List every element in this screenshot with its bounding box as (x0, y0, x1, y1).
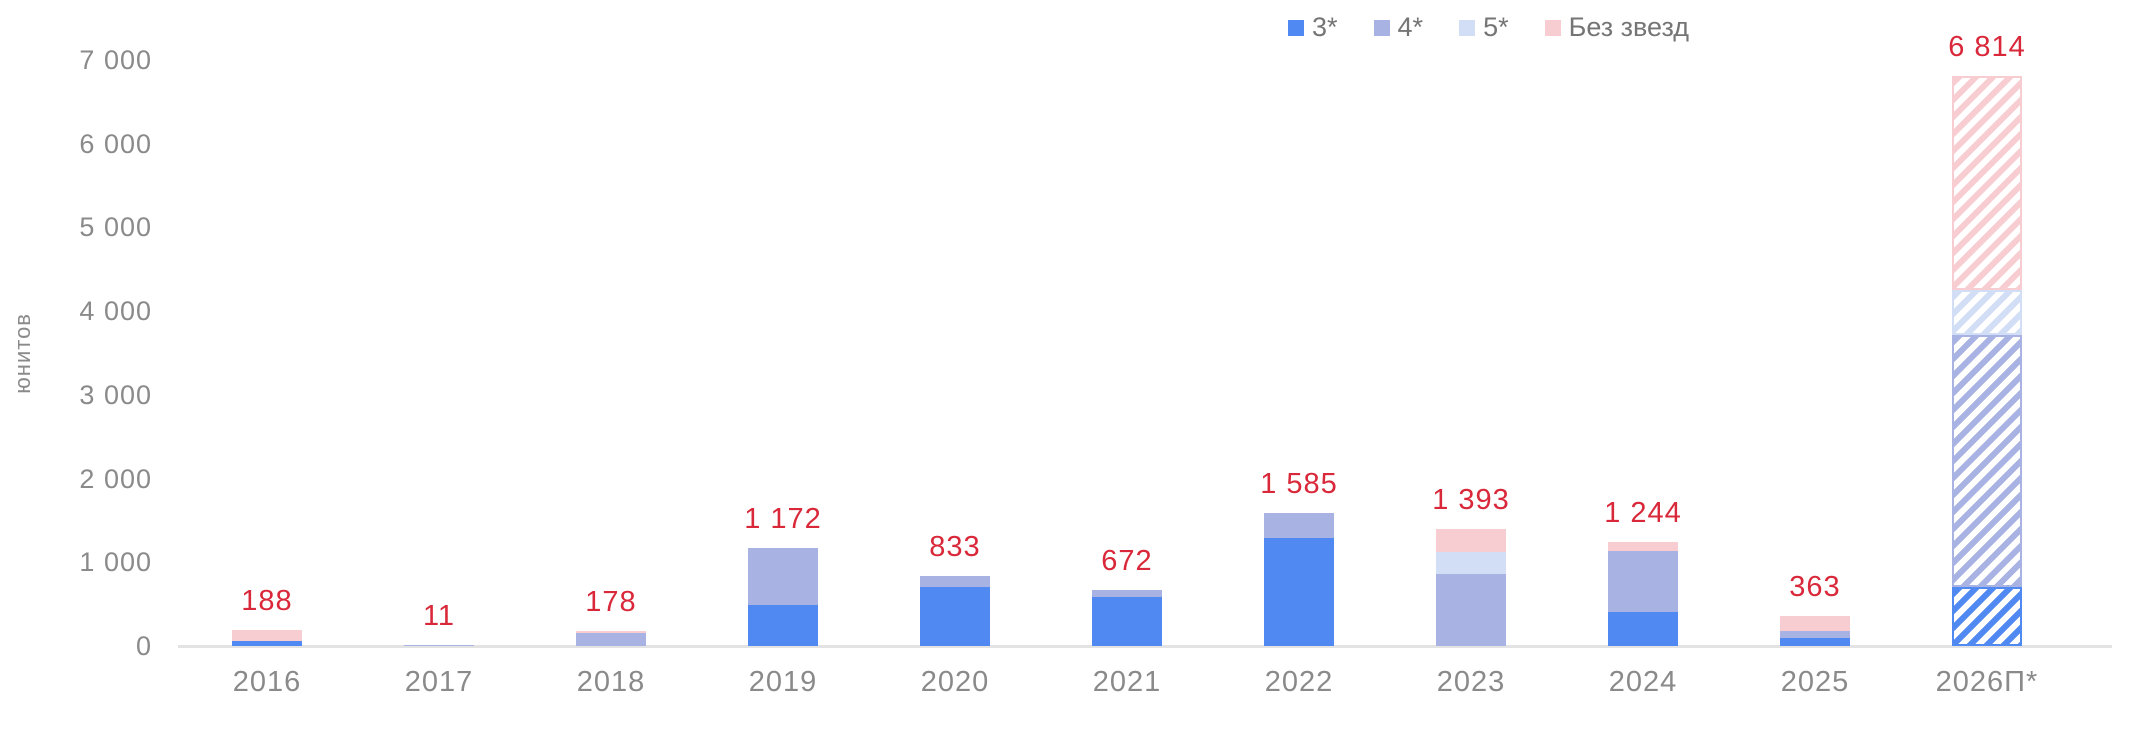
bar-total-label: 1 244 (1604, 496, 1682, 529)
x-axis-label: 2022 (1264, 666, 1334, 698)
bar-segment-4* (920, 576, 990, 588)
legend-label: 3* (1312, 12, 1338, 42)
bar-total-label: 363 (1789, 570, 1841, 603)
bar-total-label: 1 585 (1260, 468, 1338, 501)
bar-total-label: 1 172 (744, 502, 822, 535)
bar-segment-5* (1436, 552, 1506, 575)
bar-segment-3* (1952, 586, 2022, 646)
bar-total-label: 672 (1101, 544, 1153, 577)
bar-segment-3* (1092, 597, 1162, 646)
bar-segment-Без звезд (576, 631, 646, 633)
y-axis-tick-label: 7 000 (79, 45, 152, 75)
bar-2023 (1436, 529, 1506, 646)
bar-2018 (576, 631, 646, 646)
y-axis-tick-label: 3 000 (79, 379, 152, 410)
bar-segment-Без звезд (1608, 541, 1678, 551)
bar-2017 (404, 645, 474, 646)
y-axis-tick-label: 2 000 (79, 463, 152, 494)
bar-2019 (748, 547, 818, 646)
legend-item-5*: 5* (1459, 12, 1509, 43)
bar-segment-Без звезд (232, 630, 302, 642)
legend-item-3*: 3* (1288, 12, 1338, 43)
bar-2020 (920, 576, 990, 646)
x-axis-label: 2019 (748, 666, 818, 698)
bar-segment-4* (1436, 574, 1506, 646)
bar-total-label: 1 393 (1432, 484, 1510, 517)
y-axis-tick-label: 1 000 (79, 547, 152, 578)
bar-total-label: 833 (929, 531, 981, 564)
x-axis-label: 2023 (1436, 666, 1506, 698)
bar-segment-4* (1264, 513, 1334, 539)
legend-label: Без звезд (1568, 12, 1689, 42)
bar-total-label: 188 (241, 585, 293, 618)
legend: 3* 4* 5* Без звезд (1288, 12, 1689, 43)
y-axis-tick-label: 6 000 (79, 128, 152, 159)
bar-segment-3* (748, 604, 818, 646)
x-axis-label: 2016 (232, 666, 302, 698)
x-axis-label: 2021 (1092, 666, 1162, 698)
bar-2022 (1264, 513, 1334, 646)
legend-label: 4* (1397, 12, 1424, 42)
bar-segment-4* (1780, 631, 1850, 639)
legend-swatch-icon (1373, 19, 1390, 36)
x-axis-line (178, 645, 2112, 648)
bar-segment-5* (1952, 290, 2022, 335)
legend-swatch-icon (1288, 19, 1304, 36)
bar-segment-4* (1952, 334, 2022, 587)
x-axis-label: 2018 (576, 666, 646, 698)
bar-segment-3* (1780, 638, 1850, 646)
bar-total-label: 6 814 (1948, 30, 2026, 63)
legend-item-Без звезд: Без звезд (1544, 12, 1689, 43)
bar-segment-Без звезд (1780, 615, 1850, 632)
bar-segment-3* (1264, 538, 1334, 646)
legend-swatch-icon (1459, 19, 1476, 36)
bar-2026П* (1952, 75, 2022, 646)
bar-segment-Без звезд (1952, 75, 2022, 291)
legend-item-4*: 4* (1373, 12, 1424, 43)
bar-segment-4* (1608, 550, 1678, 612)
bar-segment-4* (576, 632, 646, 646)
bar-segment-4* (1092, 589, 1162, 598)
bar-2024 (1608, 541, 1678, 646)
bar-total-label: 178 (585, 586, 637, 619)
legend-swatch-icon (1544, 19, 1561, 36)
bar-2016 (232, 630, 302, 646)
legend-label: 5* (1483, 12, 1509, 42)
bar-segment-3* (232, 641, 302, 646)
bar-segment-4* (748, 547, 818, 605)
x-axis-label: 2017 (404, 666, 474, 698)
bar-2025 (1780, 615, 1850, 646)
y-axis-tick-label: 4 000 (79, 296, 152, 327)
x-axis-label: 2024 (1608, 666, 1678, 698)
y-axis-tick-label: 0 (135, 631, 152, 661)
bar-2021 (1092, 589, 1162, 646)
bar-segment-3* (1608, 611, 1678, 646)
x-axis-label: 2025 (1780, 666, 1850, 698)
bar-total-label: 11 (422, 600, 456, 633)
bar-segment-4* (404, 645, 474, 646)
x-axis-label: 2026П* (1935, 666, 2039, 698)
bar-segment-Без звезд (1436, 529, 1506, 553)
x-axis-label: 2020 (920, 666, 990, 698)
plot-area: 188 11 178 1 172 833 672 1 585 1 393 1 244 363 6 8… (185, 31, 2110, 646)
y-axis-tick-label: 5 000 (79, 212, 152, 243)
bar-segment-3* (920, 587, 990, 646)
